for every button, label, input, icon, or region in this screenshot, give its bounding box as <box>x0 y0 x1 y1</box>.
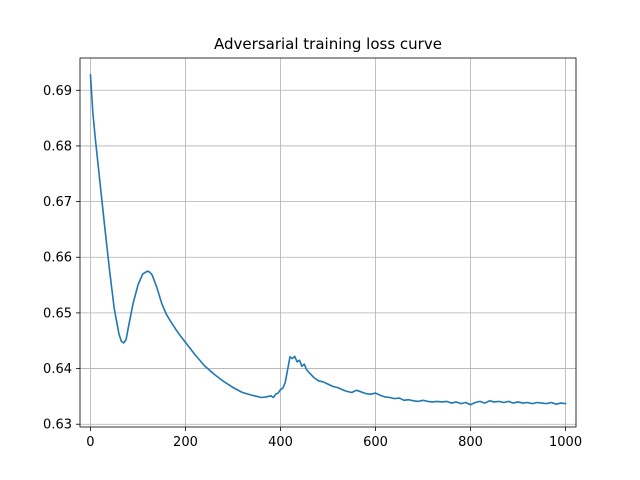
y-tick-label: 0.69 <box>43 84 72 99</box>
loss-series-line <box>89 73 567 406</box>
x-tick-label: 800 <box>458 435 483 450</box>
grid-lines <box>80 58 576 427</box>
x-tick-label: 1000 <box>549 435 582 450</box>
plot-frame <box>79 57 577 428</box>
y-tick-label: 0.66 <box>43 251 72 266</box>
y-tick-label: 0.64 <box>43 362 72 377</box>
chart-title: Adversarial training loss curve <box>214 35 442 53</box>
x-tick-label: 200 <box>173 435 198 450</box>
x-tick-label: 600 <box>363 435 388 450</box>
y-tick-label: 0.63 <box>43 418 72 433</box>
axis-ticks: 0 200 400 600 800 1000 0.63 0.64 0.65 0.66 0.67 0.6… <box>43 84 582 450</box>
y-tick-label: 0.67 <box>43 195 72 210</box>
y-tick-label: 0.65 <box>43 306 72 321</box>
y-tick-label: 0.68 <box>43 139 72 154</box>
x-tick-label: 400 <box>268 435 293 450</box>
series-layer <box>89 73 567 406</box>
x-tick-label: 0 <box>86 435 94 450</box>
